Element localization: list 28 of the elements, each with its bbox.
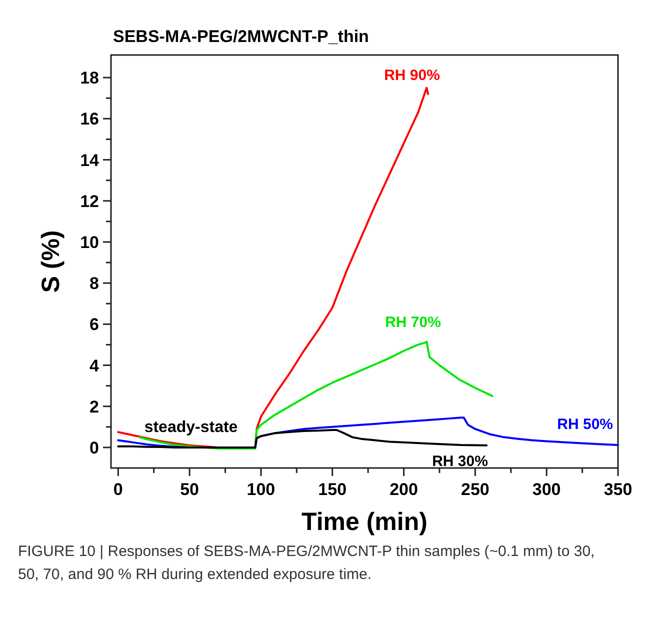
y-tick-label: 12 [80,192,99,211]
series-label: RH 70% [385,314,441,331]
x-tick-label: 50 [180,480,200,499]
y-tick-label: 8 [90,274,99,294]
x-tick-label: 150 [318,480,347,499]
y-tick-label: 6 [90,315,99,334]
x-tick-label: 250 [460,480,490,499]
y-tick-label: 16 [80,110,99,129]
x-tick-label: 0 [113,480,123,499]
x-tick-label: 200 [390,480,418,499]
y-tick-label: 0 [90,438,99,458]
annotation: steady-state [144,419,238,436]
y-tick-label: 18 [80,68,99,88]
y-tick-label: 10 [80,232,99,252]
x-tick-label: 300 [532,480,561,499]
y-tick-label: 2 [90,397,99,416]
y-axis-title: S (%) [37,230,65,293]
series-label: RH 30% [432,453,488,470]
x-tick-label: 100 [246,480,276,499]
x-tick-label: 350 [604,480,632,499]
series-label: RH 50% [557,416,613,433]
caption: FIGURE 10 | Responses of SEBS-MA-PEG/2MWCNT-P thin samples (~0.1 mm) to 30, 50, 70, and 90 % RH during extended exposure time. [18,543,595,583]
y-tick-label: 4 [90,356,100,376]
series-label: RH 90% [384,67,440,84]
y-tick-label: 14 [80,150,100,170]
x-axis-title: Time (min) [302,508,428,536]
line-series [138,340,494,450]
chart-title: SEBS-MA-PEG/2MWCNT-P_thin [113,27,369,46]
